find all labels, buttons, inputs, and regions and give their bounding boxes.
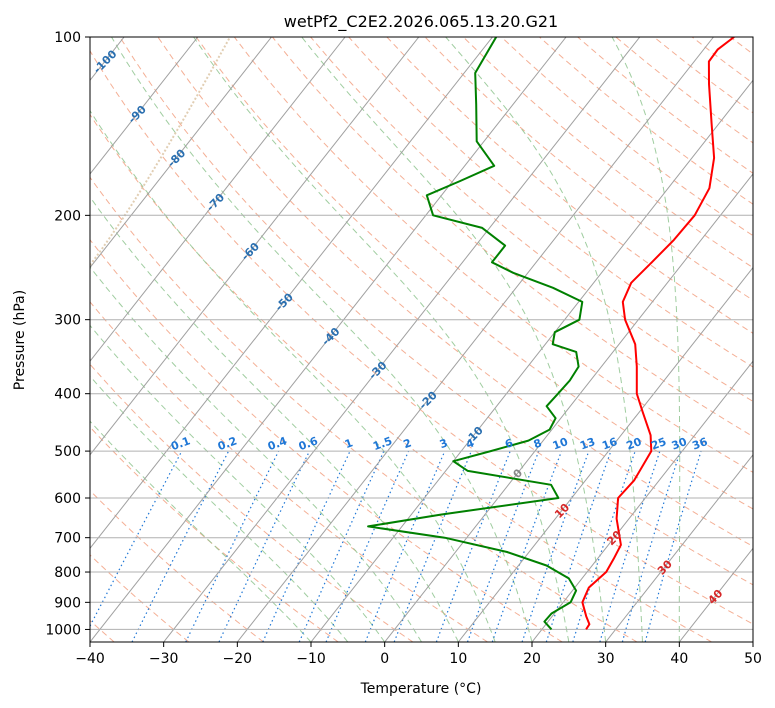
mixing-ratio-line (621, 450, 681, 642)
moist-adiabat (90, 420, 312, 642)
background-grid (90, 37, 753, 642)
dry-adiabat (90, 301, 488, 642)
dry-adiabat (272, 37, 753, 438)
moist-adiabat (90, 109, 496, 642)
plot-frame (89, 36, 754, 643)
isotherm (90, 37, 346, 362)
mixing-ratio-label: 8 (532, 436, 544, 451)
isotherm (90, 37, 567, 642)
dry-adiabat (233, 37, 753, 473)
isotherm (457, 266, 753, 642)
mixing-ratio-label: 10 (551, 435, 570, 453)
mixing-ratio-label: 1.5 (371, 434, 394, 453)
isotherm (236, 37, 714, 642)
moist-adiabat (445, 37, 643, 642)
y-tick-label: 600 (54, 491, 81, 507)
y-tick-label: 100 (54, 30, 81, 46)
y-tick-label: 700 (54, 531, 81, 547)
mixing-ratio-label: 13 (578, 435, 597, 452)
isotherm (531, 360, 753, 642)
dry-adiabat (195, 37, 753, 510)
moist-adiabat (90, 375, 349, 642)
y-tick-label: 400 (54, 387, 81, 403)
mixing-ratio-line (262, 450, 351, 642)
x-tick-label: 20 (523, 651, 541, 667)
y-tick-label: 500 (54, 444, 81, 460)
moist-adiabat (90, 324, 386, 642)
mixing-ratio-label: 0.4 (266, 434, 289, 453)
mixing-ratio-label: 0.1 (169, 434, 192, 453)
dry-adiabat (90, 49, 753, 625)
profile-lines (367, 37, 735, 631)
x-tick-label: −40 (75, 651, 105, 667)
mixing-ratio-label: 3 (438, 436, 450, 451)
mixing-ratio-label: 36 (690, 435, 709, 453)
x-tick-label: 40 (670, 651, 688, 667)
dry-adiabat (90, 238, 563, 642)
mixing-ratio-line (393, 450, 472, 642)
mixing-ratio-label: 30 (670, 435, 689, 453)
moist-adiabat (193, 37, 570, 642)
x-tick-label: −30 (149, 651, 179, 667)
dry-adiabat (119, 37, 753, 586)
dry-adiabat (424, 37, 753, 301)
isotherm (310, 79, 753, 642)
mixing-ratio-label: 2 (402, 436, 414, 451)
mixing-ratio-line (572, 450, 636, 642)
x-tick-label: −20 (223, 651, 253, 667)
isotherm (90, 37, 420, 456)
x-axis: −40 −30 −20 −10 0 10 20 30 40 50 (75, 642, 762, 667)
mixing-ratio-label: 0.6 (297, 434, 320, 453)
moist-adiabat (301, 37, 607, 642)
isotherm (163, 37, 641, 642)
moist-adiabat (90, 266, 422, 642)
isotherm (90, 37, 493, 550)
mixing-ratio-line (545, 450, 612, 642)
x-tick-label: −10 (296, 651, 326, 667)
y-tick-label: 200 (54, 208, 81, 224)
mixing-ratio-label: 6 (503, 436, 515, 451)
isotherm (90, 37, 199, 175)
mixing-ratio-label: 16 (600, 435, 619, 453)
moist-adiabat (90, 196, 459, 642)
y-axis: 100 200 300 400 500 600 700 800 900 1000 (45, 30, 90, 638)
mixing-ratio-label: 4 (464, 436, 476, 451)
mixing-ratio-line (435, 450, 511, 642)
x-tick-label: 10 (449, 651, 467, 667)
mixing-ratio-line (185, 450, 280, 642)
mixing-ratio-line (218, 450, 310, 642)
dry-adiabat (310, 37, 753, 402)
x-tick-label: 0 (380, 651, 389, 667)
y-tick-label: 1000 (45, 622, 81, 638)
y-axis-label: Pressure (hPa) (12, 290, 28, 390)
mixing-ratio-label: 20 (625, 435, 644, 453)
dry-adiabat (90, 113, 712, 642)
isotherm (90, 37, 272, 269)
isotherm (605, 454, 753, 642)
temperature-profile-line (581, 37, 735, 630)
moist-adiabat (611, 37, 681, 642)
mixing-ratio-line (599, 450, 661, 642)
mixing-ratio-label: 25 (649, 435, 668, 452)
x-tick-label: 50 (744, 651, 762, 667)
x-axis-label: Temperature (°C) (360, 681, 482, 697)
dry-adiabat (90, 554, 190, 642)
chart-title: wetPf2_C2E2.2026.065.13.20.G21 (284, 12, 558, 32)
dry-adiabat (90, 176, 638, 642)
mixing-ratio-label: 0.2 (216, 434, 239, 453)
dewpoint-profile-line (367, 37, 584, 631)
y-tick-label: 300 (54, 313, 81, 329)
y-tick-label: 900 (54, 595, 81, 611)
y-tick-label: 800 (54, 565, 81, 581)
mixing-ratio-label: 1 (343, 436, 355, 451)
x-tick-label: 30 (597, 651, 615, 667)
moist-adiabat (111, 37, 533, 642)
